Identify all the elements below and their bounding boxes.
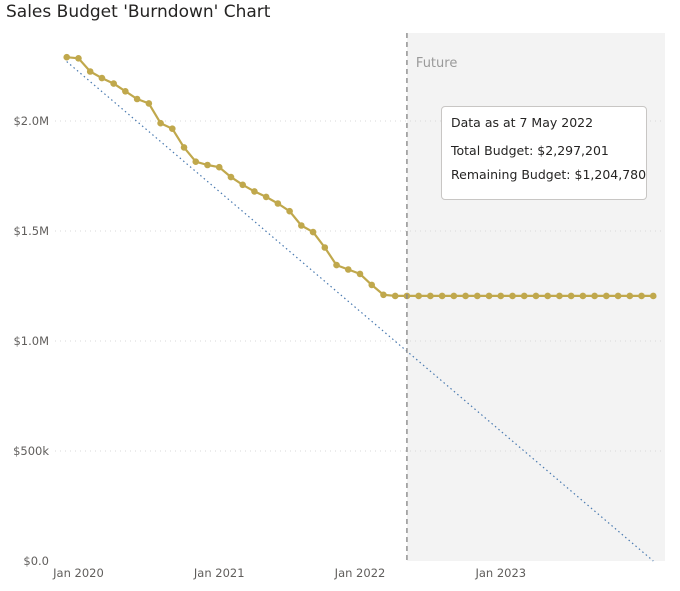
data-point[interactable] <box>262 193 270 201</box>
data-point[interactable] <box>75 55 82 62</box>
data-point[interactable] <box>251 188 258 195</box>
remaining-budget-series[interactable] <box>63 53 657 300</box>
gridlines <box>55 120 665 452</box>
data-point[interactable] <box>509 292 516 300</box>
data-point[interactable] <box>614 292 622 300</box>
data-point[interactable] <box>638 292 645 300</box>
data-point[interactable] <box>192 158 200 165</box>
data-point[interactable] <box>122 88 129 95</box>
data-point[interactable] <box>438 292 446 300</box>
data-point[interactable] <box>462 292 469 300</box>
data-point[interactable] <box>157 119 164 127</box>
data-point[interactable] <box>86 68 94 75</box>
data-point[interactable] <box>239 181 246 189</box>
data-point[interactable] <box>626 292 634 300</box>
x-tick-label: Jan 2022 <box>334 566 386 580</box>
y-tick-label: $0.0 <box>23 554 49 568</box>
data-point[interactable] <box>427 292 434 300</box>
data-point[interactable] <box>286 207 293 215</box>
y-axis: $0.0 $500k $1.0M $1.5M $2.0M <box>13 114 49 568</box>
data-point[interactable] <box>556 292 563 300</box>
data-point[interactable] <box>544 292 551 300</box>
data-point[interactable] <box>333 261 340 269</box>
data-point[interactable] <box>520 292 528 300</box>
x-tick-label: Jan 2023 <box>474 566 526 580</box>
data-point[interactable] <box>532 292 540 300</box>
y-tick-label: $1.0M <box>13 334 49 348</box>
data-point[interactable] <box>579 292 587 300</box>
tooltip-date: Data as at 7 May 2022 <box>451 115 594 130</box>
future-label: Future <box>416 56 457 71</box>
data-point[interactable] <box>98 74 106 82</box>
data-point[interactable] <box>368 281 376 289</box>
tooltip-remaining-budget: Remaining Budget: $1,204,780 <box>451 167 647 182</box>
tooltip-total-budget: Total Budget: $2,297,201 <box>451 143 609 158</box>
data-point[interactable] <box>344 266 352 273</box>
data-point[interactable] <box>391 292 399 300</box>
data-point[interactable] <box>133 95 141 103</box>
data-point[interactable] <box>567 292 575 300</box>
data-point[interactable] <box>274 200 282 207</box>
data-point[interactable] <box>169 125 176 132</box>
data-point[interactable] <box>450 292 458 300</box>
data-point[interactable] <box>474 292 481 300</box>
x-axis: Jan 2020 Jan 2021 Jan 2022 Jan 2023 <box>52 566 526 580</box>
y-tick-label: $1.5M <box>13 224 49 238</box>
data-point[interactable] <box>204 161 211 169</box>
data-point[interactable] <box>227 173 235 181</box>
data-point[interactable] <box>215 163 223 171</box>
data-point[interactable] <box>380 291 387 299</box>
data-point[interactable] <box>356 270 364 278</box>
data-point[interactable] <box>298 222 305 229</box>
data-point[interactable] <box>485 292 493 300</box>
data-tooltip: Data as at 7 May 2022 Total Budget: $2,2… <box>441 106 647 200</box>
data-point[interactable] <box>649 292 657 300</box>
x-tick-label: Jan 2020 <box>52 566 104 580</box>
data-point[interactable] <box>603 292 610 300</box>
data-point[interactable] <box>497 292 505 300</box>
data-point[interactable] <box>321 244 329 251</box>
y-tick-label: $2.0M <box>13 114 49 128</box>
data-point[interactable] <box>309 228 317 236</box>
data-point[interactable] <box>110 80 117 87</box>
data-point[interactable] <box>145 100 153 107</box>
y-tick-label: $500k <box>13 444 49 458</box>
data-point[interactable] <box>180 144 188 151</box>
data-point[interactable] <box>415 292 422 300</box>
data-point[interactable] <box>63 53 71 61</box>
x-tick-label: Jan 2021 <box>193 566 245 580</box>
chart-title: Sales Budget 'Burndown' Chart <box>6 2 271 22</box>
data-point[interactable] <box>591 292 598 300</box>
